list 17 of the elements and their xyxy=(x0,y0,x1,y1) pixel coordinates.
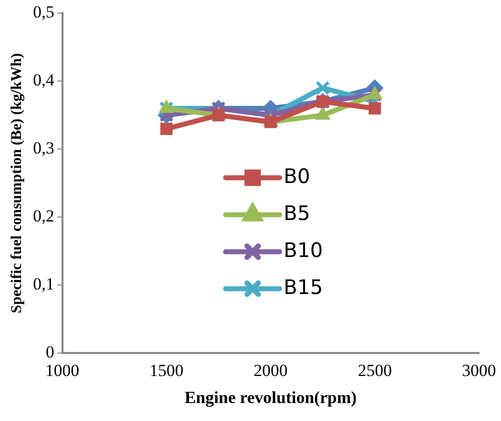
legend-label: B15 xyxy=(284,274,323,299)
x-tick-label: 2000 xyxy=(254,360,288,380)
y-tick-label: 0,3 xyxy=(33,138,54,158)
y-tick-label: 0,2 xyxy=(33,206,54,226)
y-tick-label: 0,4 xyxy=(33,70,55,90)
x-tick-label: 1500 xyxy=(149,360,184,380)
y-axis-title: Specific fuel consumption (Be) (kg/kWh) xyxy=(8,53,25,314)
x-axis-title: Engine revolution(rpm) xyxy=(184,388,357,408)
x-tick-label: 2500 xyxy=(358,360,392,380)
legend-label: B10 xyxy=(284,238,323,262)
legend-label: B5 xyxy=(284,200,310,225)
y-tick-label: 0,1 xyxy=(33,274,54,294)
x-tick-label: 3000 xyxy=(462,360,496,380)
y-tick-label: 0,5 xyxy=(33,2,54,22)
y-tick-label: 0 xyxy=(46,342,54,362)
legend-label: B0 xyxy=(284,164,310,188)
x-tick-label: 1000 xyxy=(45,360,80,380)
